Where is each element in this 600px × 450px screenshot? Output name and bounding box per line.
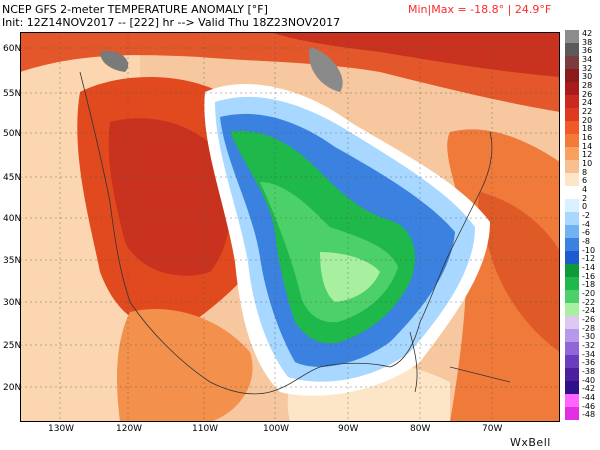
color-scale-swatch [565, 147, 579, 161]
map-frame [20, 32, 560, 422]
color-scale-label: -32 [582, 341, 596, 350]
color-scale-label: 0 [582, 202, 588, 212]
color-scale-label: -8 [582, 237, 590, 246]
color-scale-swatch [565, 186, 579, 200]
temperature-anomaly-map [20, 32, 560, 422]
lat-label: 30N [3, 298, 22, 308]
lat-label: 35N [3, 256, 22, 266]
color-scale-swatch [565, 121, 579, 135]
color-scale-label: 12 [582, 150, 593, 160]
color-scale-label: 26 [582, 89, 593, 99]
wxbell-logo: WxBell [510, 436, 551, 449]
color-scale-label: -26 [582, 315, 596, 324]
color-scale-label: -18 [582, 280, 596, 290]
color-scale-label: 20 [582, 115, 593, 125]
map-title: NCEP GFS 2-meter TEMPERATURE ANOMALY [°F… [2, 3, 268, 16]
color-scale-label: -16 [582, 271, 596, 281]
color-scale-label: 24 [582, 98, 593, 108]
color-scale-swatch [565, 134, 579, 148]
color-scale-label: -44 [582, 393, 596, 402]
lon-label: 90W [338, 424, 359, 434]
color-scale-swatch [565, 368, 579, 382]
color-scale-label: -20 [582, 289, 596, 298]
lat-label: 20N [3, 383, 22, 393]
color-scale-label: -14 [582, 263, 596, 272]
color-scale-swatch [565, 238, 579, 252]
color-scale-label: 22 [582, 107, 593, 116]
color-scale-label: -36 [582, 358, 596, 368]
lon-label: 130W [48, 424, 75, 434]
color-scale-swatch [565, 56, 579, 70]
color-scale-swatch [565, 69, 579, 83]
lon-label: 80W [410, 424, 431, 434]
color-scale-swatch [565, 264, 579, 278]
color-scale-label: 38 [582, 37, 593, 47]
color-scale-swatch [565, 82, 579, 96]
color-scale-label: -42 [582, 384, 596, 394]
color-scale-swatch [565, 199, 579, 213]
color-scale-label: -48 [582, 410, 596, 420]
color-scale-label: 6 [582, 176, 588, 186]
lat-label: 55N [3, 89, 22, 99]
color-scale-swatch [565, 160, 579, 174]
color-scale-label: -28 [582, 323, 596, 333]
lon-label: 100W [263, 424, 290, 434]
color-scale-swatch [565, 316, 579, 330]
lat-label: 40N [3, 214, 22, 224]
color-scale-swatch [565, 225, 579, 239]
color-scale-label: 42 [582, 29, 593, 38]
color-scale-label: -30 [582, 332, 596, 342]
min-max-readout: Min|Max = -18.8° | 24.9°F [408, 3, 552, 16]
color-scale-label: 32 [582, 63, 593, 73]
lon-label: 70W [482, 424, 503, 434]
color-scale-label: -34 [582, 349, 596, 359]
lat-label: 45N [3, 173, 22, 183]
color-scale-label: 28 [582, 81, 593, 90]
color-scale-swatch [565, 30, 579, 44]
color-scale-swatch [565, 407, 579, 420]
color-scale-label: 10 [582, 159, 593, 168]
color-scale-label: 30 [582, 72, 593, 82]
color-scale-label: -2 [582, 211, 590, 220]
color-scale-swatch [565, 277, 579, 291]
color-scale-bar [565, 30, 579, 420]
lon-label: 120W [116, 424, 143, 434]
color-scale-label: 34 [582, 55, 593, 64]
init-valid-line: Init: 12Z14NOV2017 -- [222] hr --> Valid… [2, 16, 341, 29]
lat-label: 50N [3, 129, 22, 139]
color-scale-swatch [565, 381, 579, 395]
color-scale-label: 16 [582, 133, 593, 142]
color-scale-label: 18 [582, 124, 593, 134]
lat-label: 60N [3, 44, 22, 54]
lat-label: 25N [3, 341, 22, 351]
color-scale-swatch [565, 290, 579, 304]
color-scale-label: 14 [582, 141, 593, 151]
color-scale-label: -12 [582, 254, 596, 264]
color-scale-label: 8 [582, 167, 588, 177]
color-scale-label: -38 [582, 367, 596, 376]
color-scale-swatch [565, 303, 579, 317]
color-scale-swatch [565, 212, 579, 226]
color-scale-label: 2 [582, 193, 588, 203]
color-scale-swatch [565, 95, 579, 109]
color-scale-label: -46 [582, 401, 596, 411]
color-scale-label: -4 [582, 219, 590, 229]
color-scale-label: -22 [582, 297, 596, 307]
color-scale-label: -10 [582, 245, 596, 255]
color-scale-swatch [565, 342, 579, 356]
color-scale-swatch [565, 173, 579, 187]
lon-label: 110W [192, 424, 219, 434]
color-scale-label: -40 [582, 375, 596, 385]
color-scale-swatch [565, 43, 579, 57]
graticule [20, 32, 560, 422]
color-scale-swatch [565, 108, 579, 122]
color-scale-swatch [565, 251, 579, 265]
color-scale-swatch [565, 329, 579, 343]
color-scale-label: 4 [582, 185, 588, 194]
color-scale-label: 36 [582, 46, 593, 56]
color-scale-label: -24 [582, 306, 596, 316]
color-scale-swatch [565, 394, 579, 408]
color-scale-swatch [565, 355, 579, 369]
color-scale-label: -6 [582, 228, 590, 238]
